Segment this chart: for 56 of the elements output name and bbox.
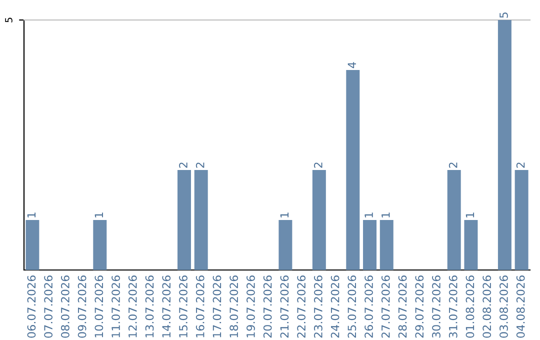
x-tick-label: 20.07.2026 — [263, 276, 272, 338]
data-label: 1 — [280, 212, 288, 218]
bar — [177, 170, 191, 270]
x-tick-label: 01.08.2026 — [466, 276, 474, 338]
data-label: 5 — [500, 12, 508, 18]
bar — [380, 220, 394, 270]
bar — [93, 220, 107, 270]
x-tick-label: 26.07.2026 — [364, 276, 373, 338]
x-tick-label: 12.07.2026 — [128, 276, 137, 338]
x-tick-label: 24.07.2026 — [330, 276, 340, 338]
x-tick-label: 02.08.2026 — [482, 276, 492, 338]
x-tick-label: 29.07.2026 — [415, 276, 424, 338]
x-tick-label: 17.07.2026 — [212, 276, 222, 338]
bar — [312, 170, 326, 270]
x-tick-label: 15.07.2026 — [179, 276, 188, 338]
x-tick-label: 25.07.2026 — [348, 276, 356, 338]
bar — [26, 220, 40, 270]
data-label: 2 — [179, 162, 188, 168]
data-label: 1 — [382, 212, 390, 218]
bar — [447, 170, 461, 270]
x-tick-label: 14.07.2026 — [162, 276, 171, 338]
bar — [498, 20, 512, 270]
x-tick-label: 06.07.2026 — [27, 276, 36, 338]
x-tick-label: 30.07.2026 — [432, 276, 440, 338]
bar — [363, 220, 377, 270]
x-tick-label: 11.07.2026 — [112, 276, 120, 338]
x-tick-label: 10.07.2026 — [94, 276, 104, 338]
bar — [278, 220, 292, 270]
x-tick-label: 07.07.2026 — [44, 276, 53, 338]
data-label: 4 — [348, 62, 356, 68]
data-label: 1 — [364, 212, 373, 218]
x-tick-label: 18.07.2026 — [230, 276, 238, 338]
x-tick-label: 09.07.2026 — [78, 276, 86, 338]
x-tick-label: 03.08.2026 — [500, 276, 508, 338]
x-tick-label: 16.07.2026 — [196, 276, 204, 338]
x-tick-label: 19.07.2026 — [246, 276, 255, 338]
data-label: 1 — [466, 212, 474, 218]
data-label: 2 — [196, 162, 204, 168]
data-label: 1 — [27, 212, 36, 218]
x-tick-label: 23.07.2026 — [314, 276, 322, 338]
x-tick-label: 27.07.2026 — [381, 276, 390, 338]
x-tick-label: 08.07.2026 — [60, 276, 70, 338]
bar — [514, 170, 528, 270]
bar — [194, 170, 208, 270]
bar — [346, 70, 360, 270]
data-label: 2 — [448, 162, 458, 168]
x-tick-label: 04.08.2026 — [516, 276, 525, 338]
x-tick-label: 22.07.2026 — [297, 276, 306, 338]
data-label: 1 — [94, 212, 103, 218]
bar — [464, 220, 478, 270]
data-label: 2 — [516, 162, 525, 168]
x-tick-label: 13.07.2026 — [145, 276, 154, 338]
x-tick-label: 28.07.2026 — [398, 276, 407, 338]
x-tick-label: 21.07.2026 — [280, 276, 289, 338]
x-tick-label: 31.07.2026 — [448, 276, 458, 338]
data-label: 2 — [314, 162, 322, 168]
